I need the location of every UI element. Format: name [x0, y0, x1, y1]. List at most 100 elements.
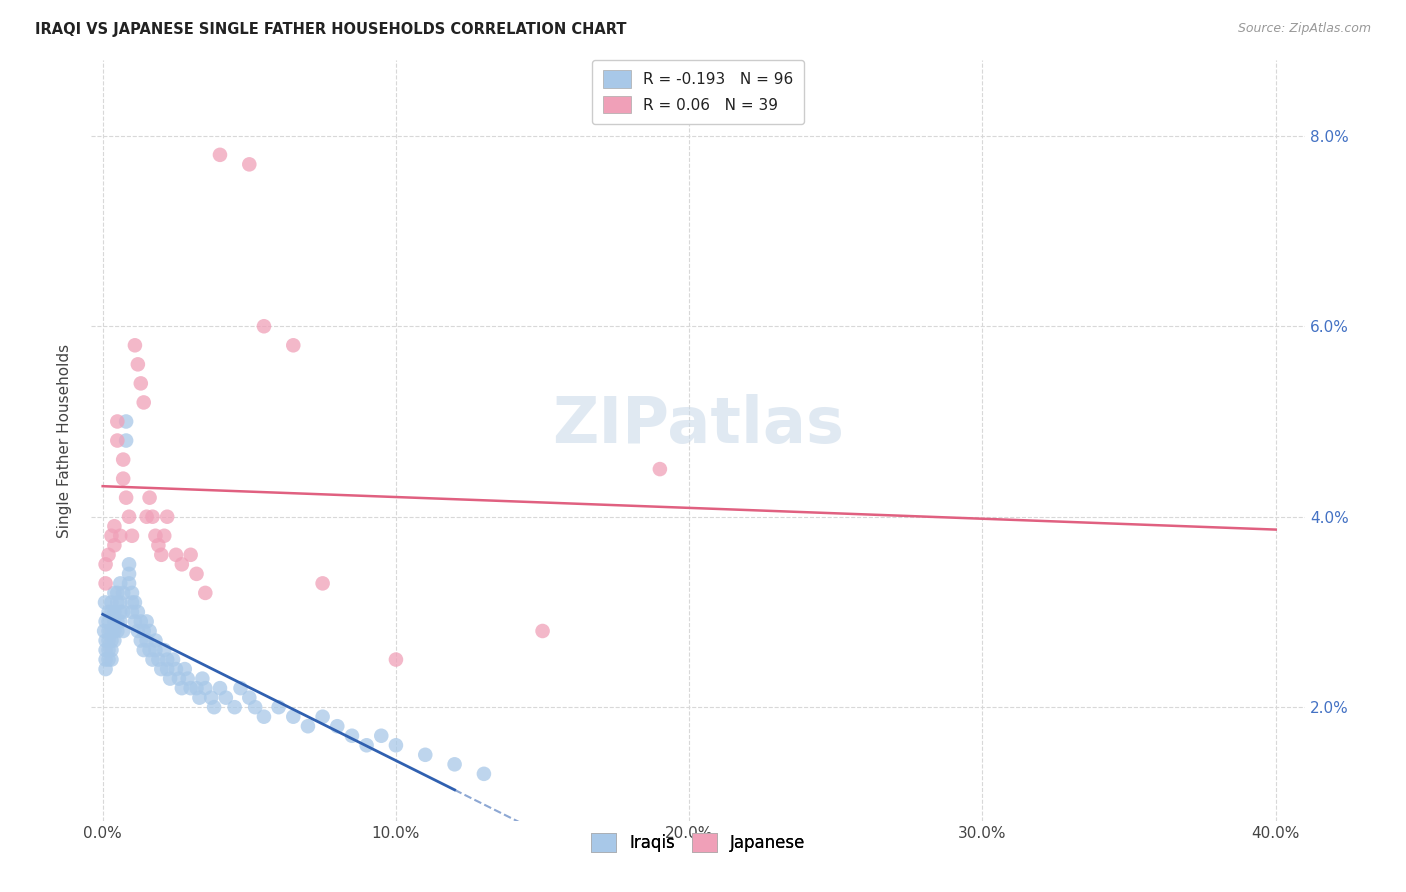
Point	[97, 624, 120, 638]
Point	[124, 338, 146, 352]
Point	[97, 643, 120, 657]
Point	[105, 615, 128, 629]
Point	[385, 739, 408, 753]
Point	[162, 652, 184, 666]
Point	[129, 633, 152, 648]
Point	[118, 509, 141, 524]
Point	[112, 624, 135, 638]
Point	[156, 662, 179, 676]
Point	[105, 586, 128, 600]
Point	[443, 757, 465, 772]
Point	[238, 157, 260, 171]
Point	[138, 624, 160, 638]
Point	[180, 681, 202, 695]
Point	[238, 690, 260, 705]
Point	[124, 615, 146, 629]
Point	[150, 662, 173, 676]
Point	[326, 719, 349, 733]
Point	[124, 595, 146, 609]
Point	[156, 509, 179, 524]
Point	[100, 643, 122, 657]
Point	[94, 643, 117, 657]
Point	[115, 415, 138, 429]
Point	[413, 747, 436, 762]
Point	[94, 615, 117, 629]
Point	[297, 719, 319, 733]
Point	[153, 643, 176, 657]
Point	[356, 739, 378, 753]
Point	[100, 633, 122, 648]
Point	[94, 595, 117, 609]
Point	[121, 605, 143, 619]
Point	[112, 452, 135, 467]
Point	[118, 558, 141, 572]
Point	[188, 690, 211, 705]
Point	[194, 586, 217, 600]
Point	[94, 662, 117, 676]
Point	[127, 357, 149, 371]
Point	[94, 576, 117, 591]
Point	[103, 624, 125, 638]
Point	[224, 700, 246, 714]
Point	[531, 624, 554, 638]
Point	[283, 338, 305, 352]
Point	[94, 633, 117, 648]
Point	[167, 672, 190, 686]
Point	[100, 529, 122, 543]
Point	[110, 605, 132, 619]
Point	[112, 586, 135, 600]
Point	[229, 681, 252, 695]
Point	[186, 566, 208, 581]
Point	[135, 509, 157, 524]
Text: IRAQI VS JAPANESE SINGLE FATHER HOUSEHOLDS CORRELATION CHART: IRAQI VS JAPANESE SINGLE FATHER HOUSEHOL…	[35, 22, 627, 37]
Point	[148, 652, 170, 666]
Point	[129, 615, 152, 629]
Point	[115, 434, 138, 448]
Point	[110, 529, 132, 543]
Point	[253, 319, 276, 334]
Point	[141, 652, 163, 666]
Point	[110, 595, 132, 609]
Point	[103, 633, 125, 648]
Point	[177, 672, 200, 686]
Point	[145, 643, 167, 657]
Point	[472, 767, 495, 781]
Point	[145, 633, 167, 648]
Point	[129, 376, 152, 391]
Point	[103, 605, 125, 619]
Point	[148, 538, 170, 552]
Point	[100, 605, 122, 619]
Point	[105, 434, 128, 448]
Point	[112, 472, 135, 486]
Point	[138, 491, 160, 505]
Point	[127, 605, 149, 619]
Point	[103, 586, 125, 600]
Point	[112, 605, 135, 619]
Point	[132, 624, 155, 638]
Point	[100, 652, 122, 666]
Point	[370, 729, 392, 743]
Point	[105, 415, 128, 429]
Point	[340, 729, 363, 743]
Point	[215, 690, 238, 705]
Point	[267, 700, 290, 714]
Point	[202, 700, 225, 714]
Point	[253, 709, 276, 723]
Text: ZIPatlas: ZIPatlas	[553, 394, 844, 457]
Text: Source: ZipAtlas.com: Source: ZipAtlas.com	[1237, 22, 1371, 36]
Point	[100, 595, 122, 609]
Point	[110, 615, 132, 629]
Point	[94, 652, 117, 666]
Point	[194, 681, 217, 695]
Point	[105, 595, 128, 609]
Point	[110, 576, 132, 591]
Point	[311, 709, 333, 723]
Point	[283, 709, 305, 723]
Point	[97, 652, 120, 666]
Point	[385, 652, 408, 666]
Point	[165, 548, 187, 562]
Point	[135, 615, 157, 629]
Point	[159, 672, 181, 686]
Point	[153, 529, 176, 543]
Point	[208, 681, 231, 695]
